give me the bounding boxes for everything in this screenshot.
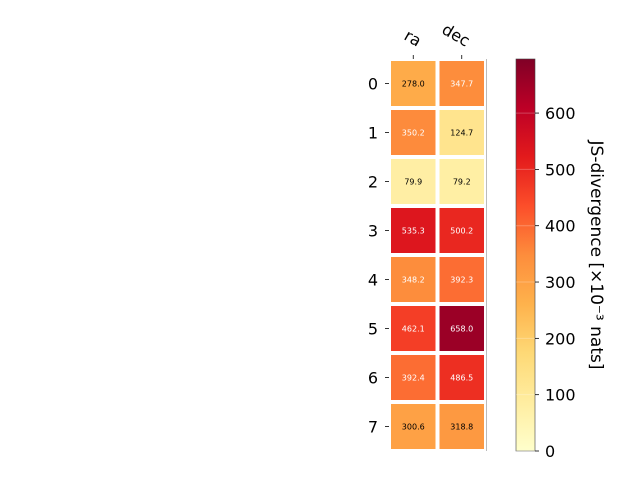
colorbar-tick-label: 600 — [545, 104, 576, 123]
heatmap-cell-r6-c0 — [389, 353, 438, 402]
colorbar-tick-label: 300 — [545, 273, 576, 292]
cell-value-label: 300.6 — [402, 423, 425, 432]
cell-value-label: 79.2 — [453, 178, 471, 187]
cell-value-label: 392.3 — [450, 276, 473, 285]
heatmap-cell-r3-c1 — [437, 206, 486, 255]
cell-value-label: 535.3 — [402, 227, 425, 236]
heatmap-cell-r5-c1 — [437, 304, 486, 353]
colorbar-tick-label: 200 — [545, 329, 576, 348]
colorbar-tick-label: 0 — [545, 442, 555, 461]
row-tick-label: 3 — [368, 222, 378, 241]
cell-value-label: 348.2 — [402, 276, 425, 285]
row-tick-labels: 0 1 2 3 4 5 6 7 — [368, 75, 389, 437]
cell-value-label: 658.0 — [450, 325, 473, 334]
colorbar: 0 100 200 300 400 500 600 JS-divergence [×10⁻³… — [515, 58, 606, 461]
column-tick-labels: ra dec — [401, 20, 473, 59]
column-tick-label: ra — [401, 26, 425, 51]
cell-value-label: 500.2 — [450, 227, 473, 236]
cell-value-label: 124.7 — [450, 129, 473, 138]
row-tick-label: 7 — [368, 418, 378, 437]
row-tick-label: 2 — [368, 173, 378, 192]
cell-value-label: 347.7 — [450, 80, 473, 89]
cell-value-label: 486.5 — [450, 374, 473, 383]
row-tick-label: 6 — [368, 369, 378, 388]
cell-value-label: 462.1 — [402, 325, 425, 334]
heatmap-cell-r4-c1 — [437, 255, 486, 304]
row-tick-label: 1 — [368, 124, 378, 143]
cell-value-label: 318.8 — [450, 423, 473, 432]
heatmap-cell-r2-c1 — [437, 157, 486, 206]
row-tick-label: 4 — [368, 271, 378, 290]
colorbar-tick-label: 100 — [545, 386, 576, 405]
cell-value-label: 392.4 — [402, 374, 425, 383]
colorbar-label: JS-divergence [×10⁻³ nats] — [586, 140, 606, 370]
heatmap-cell-r6-c1 — [437, 353, 486, 402]
heatmap-cell-r2-c0 — [389, 157, 438, 206]
heatmap-cell-r1-c1 — [437, 108, 486, 157]
heatmap-cells: 278.0 347.7 350.2 124.7 79.9 79.2 535.3 500.2 34… — [389, 59, 487, 451]
row-tick-label: 5 — [368, 320, 378, 339]
heatmap-cell-r0-c0 — [389, 59, 438, 108]
colorbar-tick-label: 500 — [545, 160, 576, 179]
cell-value-label: 278.0 — [402, 80, 425, 89]
heatmap-cell-r4-c0 — [389, 255, 438, 304]
heatmap-cell-r1-c0 — [389, 108, 438, 157]
colorbar-tick-label: 400 — [545, 217, 576, 236]
heatmap-cell-r7-c1 — [437, 402, 486, 451]
colorbar-ticks: 0 100 200 300 400 500 600 — [516, 104, 576, 461]
heatmap-cell-r0-c1 — [437, 59, 486, 108]
column-tick-label: dec — [439, 20, 473, 51]
colorbar-gradient — [515, 58, 536, 452]
heatmap-cell-r3-c0 — [389, 206, 438, 255]
row-tick-label: 0 — [368, 75, 378, 94]
cell-value-label: 350.2 — [402, 129, 425, 138]
heatmap-cell-r7-c0 — [389, 402, 438, 451]
heatmap-cell-r5-c0 — [389, 304, 438, 353]
cell-value-label: 79.9 — [404, 178, 422, 187]
